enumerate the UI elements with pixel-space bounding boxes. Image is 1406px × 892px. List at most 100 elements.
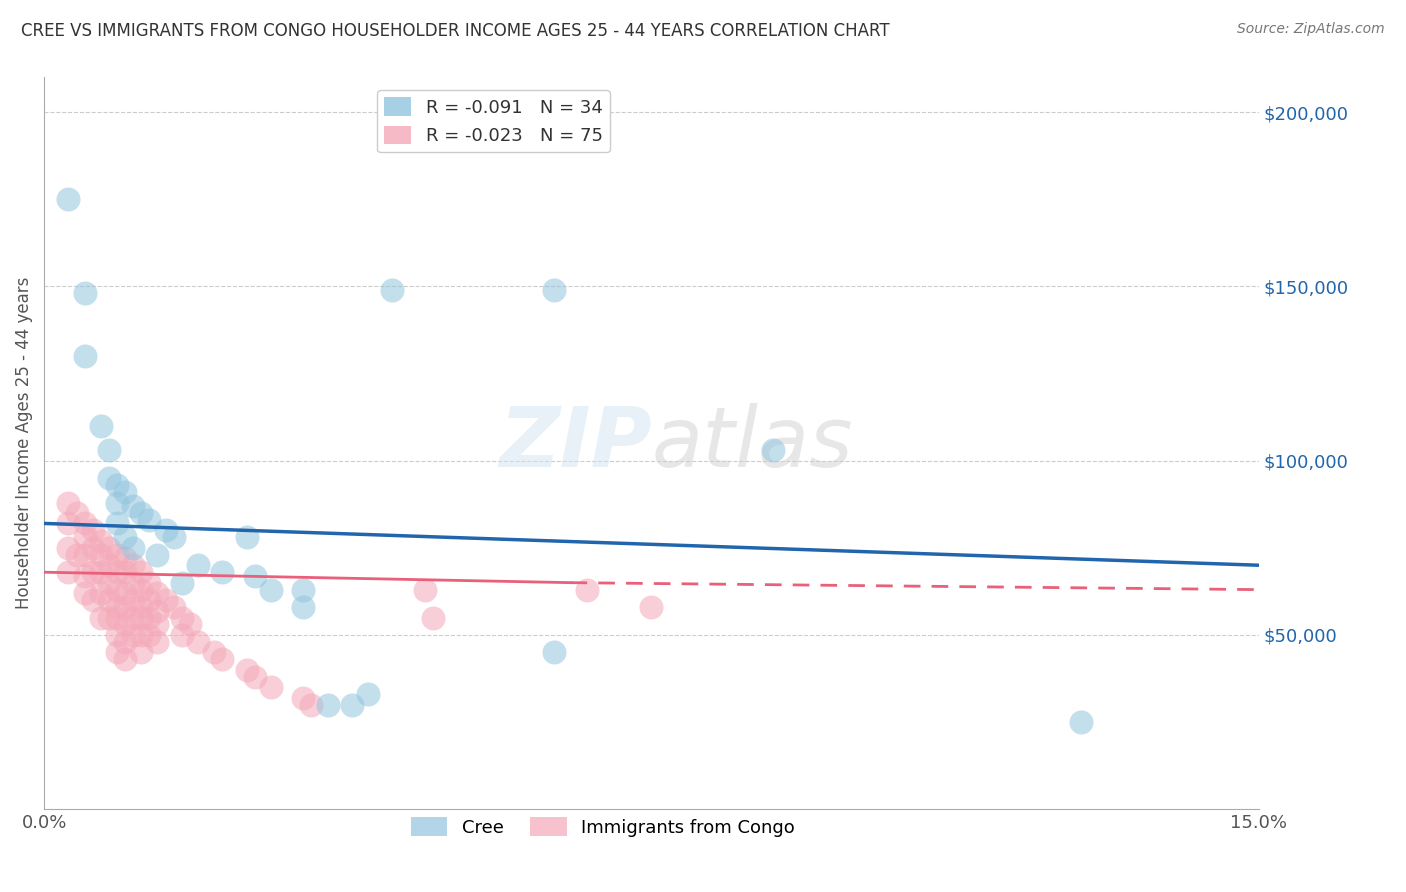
Point bbox=[155, 524, 177, 538]
Point bbox=[413, 582, 436, 597]
Point bbox=[73, 349, 96, 363]
Point bbox=[58, 565, 80, 579]
Point bbox=[82, 524, 104, 538]
Point bbox=[105, 495, 128, 509]
Point bbox=[97, 575, 120, 590]
Point bbox=[97, 610, 120, 624]
Point bbox=[762, 443, 785, 458]
Point bbox=[105, 628, 128, 642]
Point bbox=[73, 548, 96, 562]
Point bbox=[58, 193, 80, 207]
Point bbox=[146, 617, 169, 632]
Point bbox=[114, 551, 136, 566]
Point bbox=[243, 670, 266, 684]
Point bbox=[129, 582, 152, 597]
Point bbox=[138, 575, 160, 590]
Point bbox=[114, 617, 136, 632]
Point bbox=[235, 663, 257, 677]
Point bbox=[114, 565, 136, 579]
Point bbox=[357, 687, 380, 701]
Point bbox=[105, 582, 128, 597]
Point bbox=[146, 603, 169, 617]
Point bbox=[97, 443, 120, 458]
Point bbox=[73, 530, 96, 544]
Point bbox=[138, 628, 160, 642]
Point bbox=[146, 635, 169, 649]
Point bbox=[543, 645, 565, 659]
Point bbox=[114, 485, 136, 500]
Point bbox=[90, 586, 112, 600]
Point bbox=[105, 478, 128, 492]
Point bbox=[97, 593, 120, 607]
Point bbox=[90, 610, 112, 624]
Point bbox=[187, 635, 209, 649]
Point bbox=[122, 575, 145, 590]
Point bbox=[211, 565, 233, 579]
Point bbox=[129, 610, 152, 624]
Point bbox=[316, 698, 339, 712]
Point bbox=[105, 645, 128, 659]
Point bbox=[114, 600, 136, 615]
Point bbox=[58, 516, 80, 531]
Point bbox=[640, 600, 662, 615]
Point bbox=[292, 582, 315, 597]
Point bbox=[58, 495, 80, 509]
Point bbox=[90, 418, 112, 433]
Point bbox=[170, 628, 193, 642]
Point bbox=[73, 586, 96, 600]
Point bbox=[202, 645, 225, 659]
Point bbox=[299, 698, 322, 712]
Point bbox=[381, 283, 404, 297]
Point bbox=[170, 575, 193, 590]
Point bbox=[138, 610, 160, 624]
Point bbox=[187, 558, 209, 573]
Point bbox=[65, 548, 87, 562]
Point bbox=[179, 617, 201, 632]
Point bbox=[114, 635, 136, 649]
Point bbox=[243, 568, 266, 582]
Point bbox=[73, 516, 96, 531]
Point bbox=[129, 600, 152, 615]
Text: CREE VS IMMIGRANTS FROM CONGO HOUSEHOLDER INCOME AGES 25 - 44 YEARS CORRELATION : CREE VS IMMIGRANTS FROM CONGO HOUSEHOLDE… bbox=[21, 22, 890, 40]
Text: atlas: atlas bbox=[651, 403, 853, 483]
Point bbox=[97, 558, 120, 573]
Text: ZIP: ZIP bbox=[499, 403, 651, 483]
Point bbox=[129, 645, 152, 659]
Point bbox=[129, 565, 152, 579]
Point bbox=[292, 690, 315, 705]
Point bbox=[1070, 714, 1092, 729]
Point bbox=[105, 610, 128, 624]
Point bbox=[340, 698, 363, 712]
Point bbox=[82, 593, 104, 607]
Point bbox=[114, 530, 136, 544]
Point bbox=[422, 610, 444, 624]
Point bbox=[122, 558, 145, 573]
Point bbox=[170, 610, 193, 624]
Point bbox=[90, 565, 112, 579]
Point bbox=[105, 600, 128, 615]
Point bbox=[138, 513, 160, 527]
Point bbox=[105, 516, 128, 531]
Point bbox=[114, 652, 136, 666]
Point bbox=[163, 600, 186, 615]
Point bbox=[122, 541, 145, 555]
Point bbox=[155, 593, 177, 607]
Point bbox=[543, 283, 565, 297]
Point bbox=[90, 533, 112, 548]
Point bbox=[146, 586, 169, 600]
Point bbox=[129, 506, 152, 520]
Point bbox=[129, 628, 152, 642]
Point bbox=[122, 610, 145, 624]
Point bbox=[122, 499, 145, 513]
Point bbox=[97, 471, 120, 485]
Point bbox=[65, 506, 87, 520]
Point bbox=[292, 600, 315, 615]
Point bbox=[82, 565, 104, 579]
Point bbox=[105, 565, 128, 579]
Point bbox=[211, 652, 233, 666]
Point bbox=[97, 541, 120, 555]
Point bbox=[146, 548, 169, 562]
Point bbox=[122, 593, 145, 607]
Text: Source: ZipAtlas.com: Source: ZipAtlas.com bbox=[1237, 22, 1385, 37]
Legend: Cree, Immigrants from Congo: Cree, Immigrants from Congo bbox=[404, 810, 801, 844]
